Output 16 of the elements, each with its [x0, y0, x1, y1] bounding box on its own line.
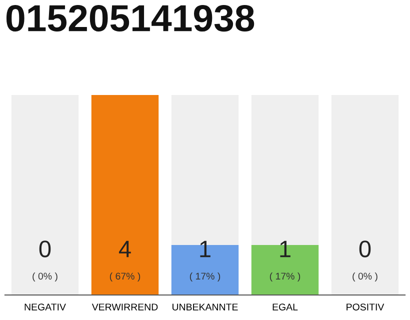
chart-title: 015205141938: [6, 4, 254, 32]
annotation: 4: [118, 240, 131, 258]
x-tick-label: POSITIV: [346, 304, 384, 310]
annotation: ( 67% ): [110, 272, 140, 282]
x-tick-label: EGAL: [272, 304, 298, 310]
annotation: 0: [39, 240, 51, 258]
annotation: 0: [359, 240, 371, 258]
annotation: ( 17% ): [190, 272, 220, 282]
x-tick-label: VERWIRREND: [92, 304, 158, 310]
annotation: ( 17% ): [270, 272, 300, 282]
annotation: 1: [280, 240, 290, 258]
annotation: 1: [200, 240, 210, 258]
annotation: ( 0% ): [352, 272, 378, 282]
annotation: ( 0% ): [32, 272, 58, 282]
x-tick-label: UNBEKANNTE: [172, 304, 238, 310]
x-tick-label: NEGATIV: [24, 304, 66, 310]
